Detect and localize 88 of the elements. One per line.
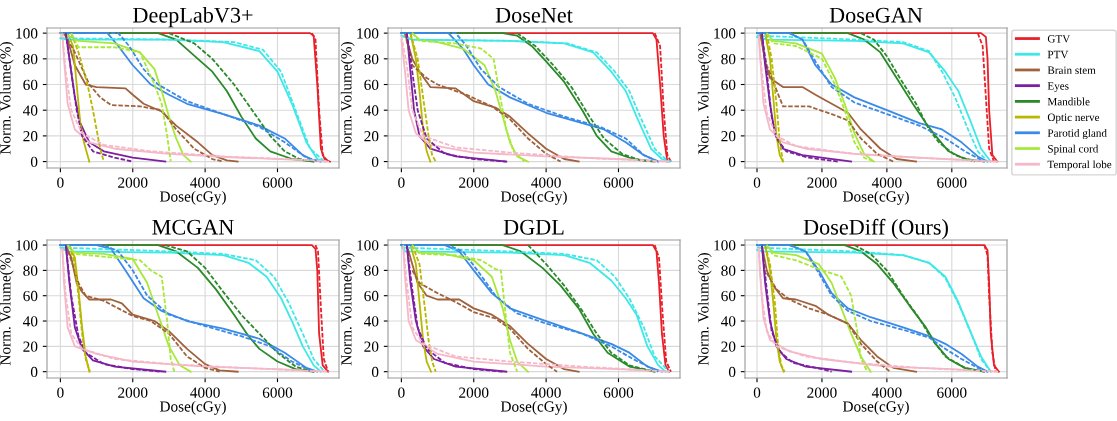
y-tick-label: 20	[23, 341, 38, 352]
y-tick-label: 20	[721, 131, 736, 142]
chart-title: DoseDiff (Ours)	[803, 218, 948, 240]
x-tick-label: 6000	[937, 177, 967, 188]
y-axis-title: Norm. Volume(%)	[0, 253, 14, 366]
x-tick-label: 4000	[871, 177, 902, 188]
x-tick-label: 6000	[603, 177, 634, 188]
y-tick-label: 40	[22, 316, 38, 327]
chart-title: MCGAN	[152, 219, 234, 235]
y-axis-title: Norm. Volume(%)	[340, 253, 355, 366]
y-tick-label: 100	[16, 28, 38, 39]
y-tick-label: 60	[721, 79, 736, 90]
x-tick-label: 6000	[937, 387, 967, 398]
legend-label: Temporal lobe	[1047, 160, 1112, 171]
x-tick-label: 0	[753, 387, 761, 398]
y-tick-label: 80	[23, 265, 38, 276]
x-tick-label: 6000	[262, 177, 293, 188]
y-tick-label: 20	[364, 341, 379, 352]
y-tick-label: 0	[371, 156, 379, 168]
x-axis-title: Dose(cGy)	[159, 190, 226, 205]
x-tick-label: 0	[753, 177, 761, 188]
line-series	[59, 32, 192, 163]
y-tick-label: 0	[30, 156, 38, 168]
chart-title: DoseGAN	[829, 7, 923, 23]
chart-title: DGDL	[503, 219, 564, 235]
x-axis-title: Dose(cGy)	[842, 400, 909, 415]
y-tick-label: 100	[16, 240, 38, 251]
legend-label: GTV	[1047, 35, 1071, 43]
y-tick-label: 60	[364, 79, 379, 90]
legend-label: Parotid gland	[1047, 128, 1107, 140]
y-tick-label: 40	[363, 316, 379, 327]
x-tick-label: 0	[398, 387, 405, 398]
y-tick-label: 40	[720, 316, 736, 327]
y-axis-title: Norm. Volume(%)	[697, 253, 712, 366]
x-axis-title: Dose(cGy)	[500, 400, 567, 415]
y-tick-label: 80	[23, 53, 38, 65]
y-tick-label: 60	[23, 290, 38, 302]
y-tick-label: 20	[23, 131, 38, 142]
y-tick-label: 0	[728, 156, 736, 168]
y-axis-title: Norm. Volume(%)	[0, 42, 14, 155]
x-tick-label: 4000	[531, 177, 561, 188]
y-tick-label: 80	[364, 53, 379, 65]
y-tick-label: 20	[721, 341, 736, 352]
legend-label: Mandible	[1047, 97, 1090, 106]
x-tick-label: 0	[57, 387, 64, 398]
y-tick-label: 80	[364, 265, 379, 276]
y-tick-label: 80	[721, 53, 736, 65]
legend-label: Brain stem	[1047, 66, 1096, 74]
y-tick-label: 60	[721, 290, 736, 302]
chart-title: DoseNet	[495, 7, 573, 23]
y-axis-title: Norm. Volume(%)	[697, 42, 712, 155]
x-tick-label: 0	[398, 177, 405, 188]
legend-label: PTV	[1047, 50, 1069, 59]
y-tick-label: 80	[721, 265, 736, 276]
y-tick-label: 60	[364, 290, 379, 302]
x-tick-label: 4000	[190, 387, 220, 398]
y-tick-label: 20	[364, 131, 379, 142]
y-tick-label: 40	[720, 105, 736, 116]
y-tick-label: 60	[23, 79, 38, 90]
x-tick-label: 2000	[118, 387, 148, 398]
x-tick-label: 2000	[807, 387, 837, 398]
x-tick-label: 4000	[190, 177, 220, 188]
legend-label: Eyes	[1047, 82, 1069, 92]
legend-label: Spinal cord	[1048, 144, 1099, 155]
y-tick-label: 100	[357, 28, 379, 39]
x-tick-label: 4000	[531, 387, 561, 398]
y-tick-label: 40	[22, 105, 38, 116]
x-tick-label: 2000	[459, 387, 489, 398]
y-tick-label: 100	[714, 28, 736, 39]
x-axis-title: Dose(cGy)	[159, 400, 226, 415]
x-tick-label: 0	[57, 177, 64, 188]
y-tick-label: 100	[714, 240, 736, 251]
chart-title: DeepLabV3+	[133, 7, 253, 28]
y-tick-label: 40	[363, 105, 379, 116]
x-axis-title: Dose(cGy)	[842, 190, 909, 205]
y-tick-label: 0	[30, 366, 38, 378]
legend-label: Optic nerve	[1047, 113, 1100, 124]
y-tick-label: 0	[728, 366, 736, 378]
x-tick-label: 4000	[871, 387, 902, 398]
y-tick-label: 100	[357, 240, 379, 251]
x-axis-title: Dose(cGy)	[500, 190, 567, 205]
y-axis-title: Norm. Volume(%)	[340, 42, 355, 155]
x-tick-label: 2000	[807, 177, 837, 188]
x-tick-label: 2000	[459, 177, 489, 188]
y-tick-label: 0	[371, 366, 379, 378]
x-tick-label: 2000	[118, 177, 148, 188]
x-tick-label: 6000	[603, 387, 634, 398]
x-tick-label: 6000	[262, 387, 293, 398]
